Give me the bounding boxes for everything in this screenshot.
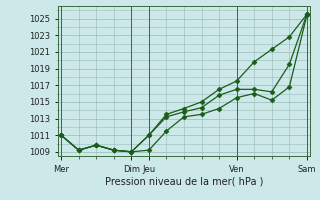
X-axis label: Pression niveau de la mer( hPa ): Pression niveau de la mer( hPa ) [105, 177, 263, 187]
